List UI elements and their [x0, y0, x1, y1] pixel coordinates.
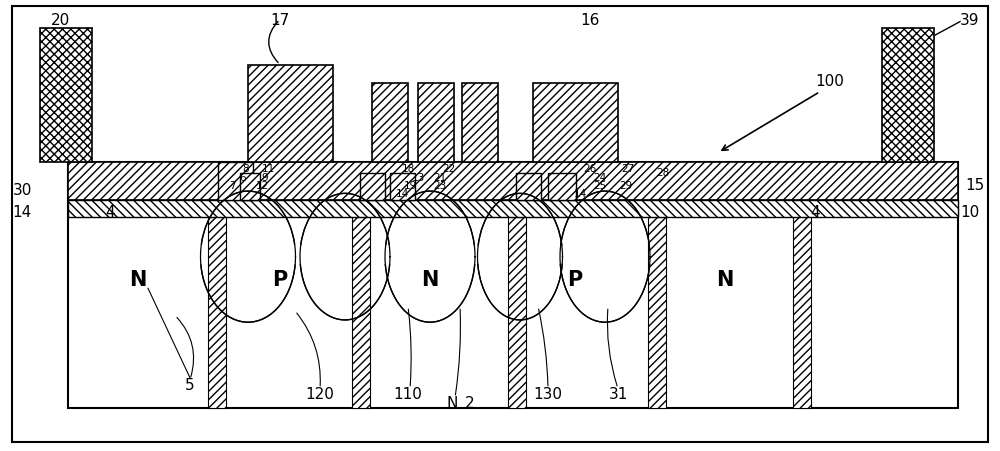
Text: N: N — [716, 270, 734, 290]
Text: 14: 14 — [12, 204, 32, 220]
Text: 39: 39 — [960, 13, 980, 28]
Text: 19: 19 — [403, 180, 417, 190]
Text: 26: 26 — [583, 164, 597, 174]
Bar — [240, 174, 260, 201]
Text: 9: 9 — [262, 172, 268, 182]
Text: P: P — [567, 270, 583, 290]
Bar — [360, 174, 385, 201]
Bar — [793, 218, 811, 408]
Text: 17: 17 — [270, 13, 290, 28]
Bar — [648, 218, 666, 408]
Text: 14: 14 — [395, 189, 409, 199]
Text: 7: 7 — [229, 180, 235, 190]
Bar — [68, 162, 958, 408]
Bar — [218, 162, 253, 201]
Bar — [418, 83, 454, 162]
Bar — [248, 65, 333, 162]
Text: 31: 31 — [608, 386, 628, 401]
Text: 110: 110 — [394, 386, 422, 401]
Bar — [40, 29, 92, 162]
Bar — [68, 162, 958, 201]
Bar — [68, 201, 958, 218]
Bar — [208, 218, 226, 408]
Text: 28: 28 — [656, 167, 670, 177]
Text: 4: 4 — [105, 204, 115, 220]
Text: 20: 20 — [50, 13, 70, 28]
Bar — [462, 83, 498, 162]
Text: 12: 12 — [255, 180, 269, 190]
Text: 6: 6 — [240, 172, 246, 182]
Text: 16: 16 — [580, 13, 600, 28]
Text: 10: 10 — [960, 204, 980, 220]
Bar — [548, 174, 576, 201]
Bar — [390, 174, 415, 201]
Text: 30: 30 — [12, 183, 32, 198]
Text: 21: 21 — [433, 172, 447, 182]
Text: 2: 2 — [465, 395, 475, 410]
Text: 8: 8 — [243, 164, 249, 174]
Text: 23: 23 — [433, 180, 447, 190]
Bar — [533, 83, 618, 162]
Text: 25: 25 — [593, 180, 607, 190]
Text: 13: 13 — [411, 172, 425, 182]
Text: N: N — [446, 395, 458, 410]
Text: 120: 120 — [306, 386, 334, 401]
Text: 18: 18 — [401, 164, 415, 174]
Text: N: N — [129, 270, 147, 290]
Text: 24: 24 — [593, 172, 607, 182]
Text: 22: 22 — [442, 164, 456, 174]
Bar — [516, 174, 541, 201]
Text: 130: 130 — [534, 386, 562, 401]
Text: 14: 14 — [573, 189, 587, 199]
Text: N: N — [421, 270, 439, 290]
Text: 15: 15 — [965, 177, 985, 193]
Text: 100: 100 — [816, 74, 844, 89]
Bar — [882, 29, 934, 162]
Bar — [372, 83, 408, 162]
Bar — [508, 218, 526, 408]
Text: P: P — [272, 270, 288, 290]
Text: 4: 4 — [810, 204, 820, 220]
Bar — [352, 218, 370, 408]
Text: 11: 11 — [261, 164, 275, 174]
Text: 5: 5 — [185, 377, 195, 392]
Text: 27: 27 — [621, 164, 635, 174]
Text: 29: 29 — [619, 180, 633, 190]
